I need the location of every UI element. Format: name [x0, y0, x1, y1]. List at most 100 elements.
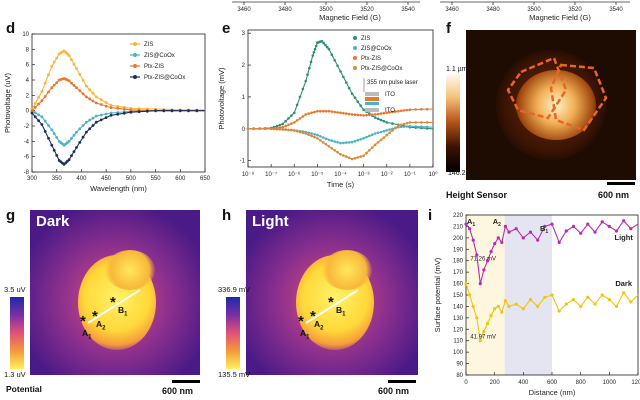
series-d-1-point [85, 120, 88, 124]
series-e-2-point [379, 112, 383, 115]
series-e-0-point [376, 117, 380, 121]
series-d-1-point [37, 113, 40, 117]
legend-marker [133, 53, 137, 57]
series-e-3-point [373, 143, 377, 146]
series-e-2-point [298, 117, 302, 120]
series-e-2-point [359, 113, 362, 117]
series-e-1-point [339, 141, 342, 145]
y-tick-label: -8 [24, 170, 30, 176]
series-i-1-point [503, 299, 507, 303]
series-e-2-point [420, 108, 423, 111]
afm-height-map [466, 30, 636, 180]
series-e-3-point [301, 131, 305, 135]
y-tick-label: 6 [26, 63, 30, 69]
series-e-2-point [313, 110, 316, 114]
series-i-1-point [586, 295, 590, 299]
series-e-1-point [345, 141, 348, 144]
series-e-1-point [324, 137, 328, 140]
series-d-2-point [47, 90, 50, 94]
top-left-axis-label: Magnetic Field (G) [319, 13, 381, 22]
dark-delta-label: 41.97 mV [470, 334, 496, 340]
series-i-1-point [475, 316, 479, 320]
series-e-1-point [350, 140, 354, 144]
top-left-tick-label: 3500 [319, 7, 333, 13]
series-d-0-point [67, 54, 71, 57]
legend-marker [353, 56, 357, 60]
series-d-0-point [43, 81, 47, 85]
series-d-2-point [55, 81, 59, 84]
top-axis-strip: 3460 3480 3500 3520 3540 3460 3480 3500 3520 354… [232, 1, 630, 22]
label-a2-light: A2 [314, 319, 324, 332]
x-axis-label: Time (s) [327, 180, 355, 189]
series-e-3-point [290, 128, 293, 132]
series-d-3-point [40, 123, 44, 126]
series-d-2-point [30, 109, 34, 113]
series-e-3-point [284, 128, 287, 131]
series-d-0-point [94, 95, 98, 99]
series-e-3-point [359, 155, 362, 158]
series-i-0-point [614, 229, 619, 233]
series-d-3-point [162, 109, 166, 113]
marker-a1-light: * [298, 313, 304, 330]
series-e-3-point [327, 145, 331, 148]
series-d-1-point [70, 136, 73, 140]
series-e-2-point [350, 113, 354, 116]
series-e-1-point [405, 125, 409, 128]
x-tick-label: 1200 [631, 380, 640, 386]
inset-ito-bottom-label: ITO [385, 108, 395, 114]
y-tick-label: 110 [453, 339, 463, 345]
series-e-1-point [368, 134, 371, 138]
series-d-2-point [52, 83, 56, 87]
series-i-1-point [514, 302, 518, 306]
series-e-2-point [365, 113, 368, 117]
series-d-2-point [81, 92, 85, 96]
y-tick-label: 220 [453, 213, 464, 219]
series-d-0-line [31, 50, 205, 111]
series-d-3-point [195, 109, 199, 113]
y-tick-label: 0 [242, 127, 246, 133]
series-e-0-point [301, 87, 305, 91]
series-e-1-point [319, 135, 322, 138]
light-delta-label: 71.26 mV [470, 257, 496, 263]
x-tick-label: 10⁻³ [358, 172, 370, 178]
series-d-3-point [187, 109, 190, 113]
series-d-3-point [145, 109, 149, 113]
series-e-3-point [347, 156, 351, 160]
series-d-2-point [85, 95, 88, 99]
series-e-3-point [385, 133, 389, 137]
height-scale-top: 1.1 µm [446, 66, 468, 73]
marker-b1-light: * [328, 294, 334, 311]
series-e-0-point [356, 100, 360, 103]
series-d-3-point [88, 127, 92, 131]
series-e-2-point [321, 109, 325, 113]
series-e-0-point [339, 70, 342, 73]
series-e-1-point [388, 128, 391, 131]
series-e-3-point [365, 151, 368, 155]
dark-scalebar-label: 600 nm [162, 386, 194, 396]
series-e-1-point [365, 135, 368, 139]
series-e-0-point [324, 43, 327, 47]
marker-a2-dark: * [92, 308, 98, 325]
series-e-0-point [373, 116, 377, 119]
series-e-2-point [310, 111, 313, 115]
series-e-3-point [353, 156, 357, 160]
series-d-1-point [55, 136, 59, 139]
inset-ito-top [365, 92, 379, 96]
series-i-1-point [629, 300, 633, 304]
series-i-1-point [471, 304, 475, 308]
series-e-1-point [362, 137, 365, 140]
series-i-0-point [571, 224, 576, 228]
series-e-0-point [293, 111, 296, 115]
series-e-0-point [391, 122, 394, 125]
series-e-2-point [304, 113, 308, 116]
series-d-1-point [109, 111, 113, 115]
y-tick-label: 3 [242, 31, 246, 37]
height-scalebar [607, 182, 635, 185]
series-e-3-point [313, 135, 316, 139]
series-d-3-point [30, 111, 34, 115]
series-i-1-point [507, 304, 511, 308]
dark-scale-top: 3.5 uV [4, 285, 26, 294]
series-i-1-point [557, 309, 561, 313]
series-d-1-point [78, 127, 82, 131]
x-tick-label: 550 [151, 176, 162, 182]
